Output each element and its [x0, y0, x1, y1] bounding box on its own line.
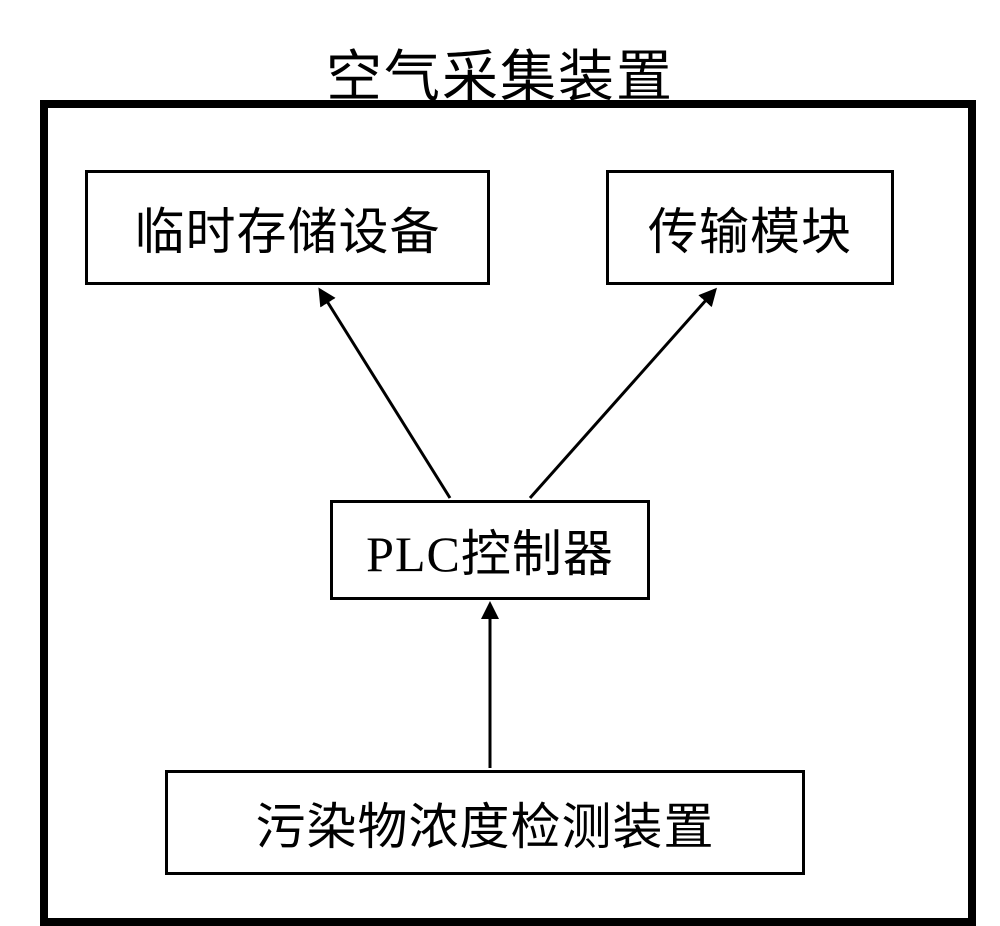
node-transmit: 传输模块: [606, 170, 894, 285]
node-detector: 污染物浓度检测装置: [165, 770, 805, 875]
node-storage: 临时存储设备: [85, 170, 490, 285]
node-plc: PLC控制器: [330, 500, 650, 600]
